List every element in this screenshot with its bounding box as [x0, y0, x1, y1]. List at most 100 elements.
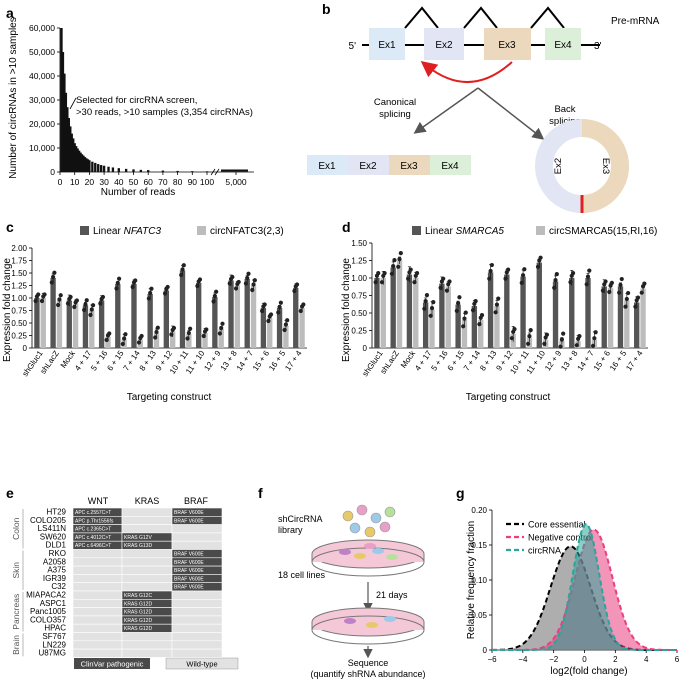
intron-1: [404, 6, 439, 29]
panel-d-replicate-dot: [542, 341, 547, 346]
panel-a-bar: [60, 28, 63, 172]
panel-g-xtick-label: 0: [582, 655, 587, 664]
backsplice-arrow: [420, 61, 513, 84]
panel-c-legend-linear-word: Linear: [93, 226, 121, 237]
panel-d-replicate-dot: [454, 308, 459, 313]
panel-e-group-label: Skin: [11, 562, 21, 579]
panel-f-sequence-2: (quantify shRNA abundance): [310, 669, 425, 679]
panel-c-replicate-dot: [88, 312, 93, 318]
panel-a-bar: [139, 169, 143, 172]
panel-d-replicate-dot: [584, 282, 589, 287]
panel-d-replicate-dot: [496, 296, 501, 301]
panel-a-xtick-label: 90: [188, 177, 198, 187]
panel-e-legend-wt-label: Wild-type: [186, 660, 217, 669]
panel-c-bar: [66, 300, 72, 348]
panel-e-cell-label: KRAS G12D: [124, 618, 152, 624]
panel-g-xtick-label: 2: [613, 655, 618, 664]
panel-e-cell-label: KRAS G12D: [124, 626, 152, 632]
panel-c-replicate-dot: [104, 337, 109, 343]
panel-c-replicate-dot: [180, 267, 185, 272]
panel-d-ytick-label: 0: [363, 344, 368, 353]
panel-c-replicate-dot: [245, 275, 250, 281]
panel-e-cell-label: APC c.2557C>T: [75, 510, 111, 516]
panel-d-replicate-dot: [552, 285, 557, 290]
panel-d-replicate-dot: [585, 274, 591, 279]
panel-c-ytick-label: 1.75: [11, 257, 27, 266]
panel-d-bar: [429, 309, 435, 348]
panel-d-ytick-label: 1.25: [351, 257, 367, 266]
mrna-ex3: [389, 155, 430, 175]
panel-d-bar: [374, 278, 380, 348]
panel-d-replicate-dot: [574, 343, 579, 348]
panel-d-replicate-dot: [642, 281, 647, 286]
panel-letter-a: a: [6, 5, 14, 21]
panel-e-legend-wt: [165, 657, 239, 670]
panel-c-replicate-dot: [146, 296, 151, 301]
panel-d-replicate-dot: [444, 288, 450, 293]
panel-d-replicate-dot: [408, 267, 413, 272]
panel-c-replicate-dot: [89, 307, 94, 312]
panel-c-replicate-dot: [165, 284, 170, 290]
panel-a-xtick-label: 40: [114, 177, 124, 187]
intron-3: [530, 6, 565, 29]
panel-a-bar: [63, 73, 66, 172]
panel-c-replicate-dot: [204, 327, 209, 332]
panel-d-replicate-dot: [544, 332, 550, 337]
panel-d-replicate-dot: [473, 299, 478, 304]
panel-c-bar: [260, 308, 267, 348]
panel-d-replicate-dot: [639, 290, 644, 295]
panel-c-bar: [147, 294, 153, 348]
panel-a-xlabel: Number of reads: [101, 187, 175, 198]
panel-c-replicate-dot: [90, 303, 96, 308]
panel-e-cell: [121, 524, 173, 534]
panel-c-ytick-label: 0.50: [11, 319, 27, 328]
panel-a-axis-break: [214, 168, 220, 176]
panel-e-cell: [171, 590, 223, 600]
panel-c-replicate-dot: [217, 331, 222, 336]
panel-a-bar: [77, 150, 81, 172]
exon-box-4: [545, 28, 581, 60]
panel-c-ytick-label: 0.75: [11, 307, 27, 316]
panel-c-bar: [89, 310, 95, 348]
panel-c-replicate-dot: [83, 302, 88, 307]
panel-c-replicate-dot: [155, 325, 160, 330]
panel-c-bar: [244, 279, 250, 348]
panel-c-replicate-dot: [259, 308, 265, 314]
panel-c-replicate-dot: [169, 332, 174, 337]
panel-c-ytick-label: 1.25: [11, 282, 27, 291]
panel-c-bar: [299, 308, 305, 348]
panel-d-replicate-dot: [506, 267, 511, 272]
panel-c-replicate-dot: [277, 304, 282, 310]
panel-c-replicate-dot: [52, 270, 57, 275]
panel-d-bar: [569, 278, 575, 348]
panel-c-legend-swatch-circ: [197, 226, 206, 235]
panel-letter-g: g: [456, 485, 465, 501]
panel-e-cell: [121, 640, 173, 650]
panel-d-bar: [552, 281, 559, 348]
panel-d-replicate-dot: [503, 276, 508, 281]
panel-e-cell: [121, 648, 173, 658]
panel-g-xtick-label: −4: [518, 655, 528, 664]
panel-c-legend-swatch-linear: [80, 226, 89, 235]
panel-d-replicate-dot: [592, 336, 597, 341]
panel-e-row-label: HPAC: [44, 624, 66, 633]
exon-label-3: Ex3: [498, 40, 516, 51]
back-label-2: splicing: [549, 116, 581, 127]
panel-e-legend-mut-label: ClinVar pathogenic: [81, 660, 144, 669]
panel-e-legend-mut: [74, 658, 150, 669]
panel-c-replicate-dot: [179, 272, 184, 278]
panel-e-cell: [171, 598, 223, 608]
panel-a-ytick-label: 40,000: [29, 71, 55, 81]
panel-e-cell: [121, 574, 173, 584]
panel-e-cell: [72, 607, 123, 617]
panel-c-replicate-dot: [195, 283, 200, 289]
panel-d-replicate-dot: [626, 290, 631, 296]
panel-c-replicate-dot: [252, 278, 257, 283]
panel-c-replicate-dot: [148, 290, 153, 296]
panel-d-legend-swatch-linear: [412, 226, 421, 235]
panel-c-bar: [234, 285, 241, 348]
panel-c-replicate-dot: [233, 286, 239, 291]
panel-d-replicate-dot: [429, 306, 435, 311]
panel-e-row-label: LS411N: [38, 524, 67, 533]
panel-a-bar: [69, 126, 72, 172]
